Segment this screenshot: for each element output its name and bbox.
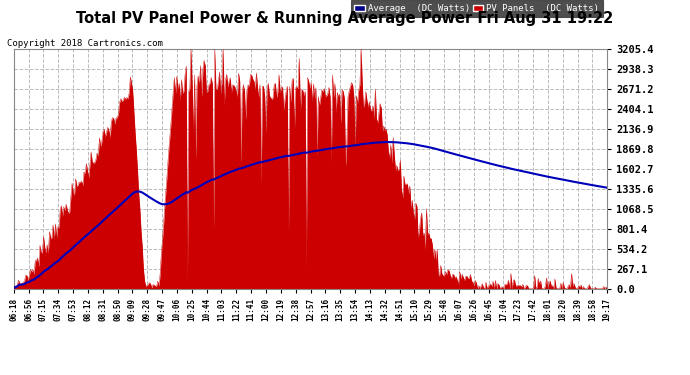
Legend: Average  (DC Watts), PV Panels  (DC Watts): Average (DC Watts), PV Panels (DC Watts) [351,0,602,16]
Text: Total PV Panel Power & Running Average Power Fri Aug 31 19:22: Total PV Panel Power & Running Average P… [77,11,613,26]
Text: Copyright 2018 Cartronics.com: Copyright 2018 Cartronics.com [7,39,163,48]
